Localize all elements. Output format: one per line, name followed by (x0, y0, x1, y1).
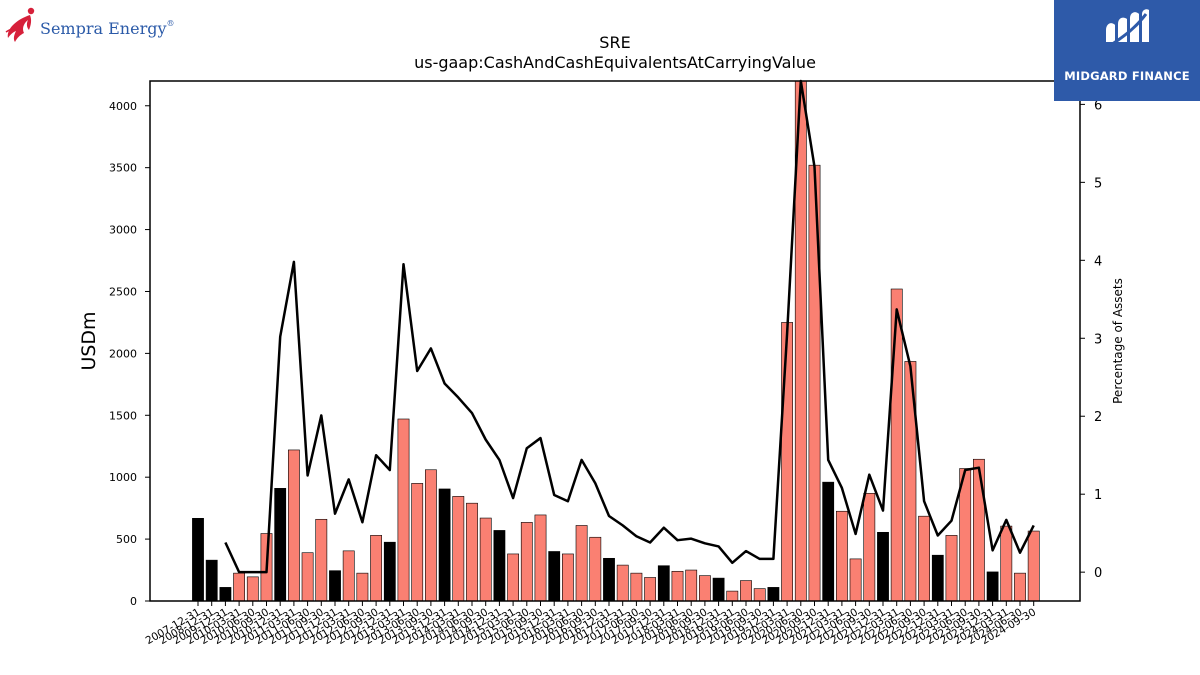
bar (603, 557, 615, 602)
y-tick-label: 3000 (109, 224, 137, 237)
bar (342, 550, 355, 602)
y2-tick-label: 0 (1094, 566, 1102, 581)
y2-tick-label: 6 (1094, 98, 1102, 113)
bar (1000, 525, 1013, 602)
line-layer (224, 79, 1035, 574)
bar (397, 418, 410, 602)
bar (877, 531, 889, 602)
bar (986, 571, 999, 602)
bar (520, 522, 533, 602)
bar (945, 535, 958, 602)
bar (781, 322, 793, 602)
midgard-logo-icon (1106, 9, 1149, 47)
bar (712, 577, 725, 602)
midgard-logo-text: MIDGARD FINANCE (1064, 69, 1190, 83)
y2-tick-label: 1 (1094, 488, 1102, 503)
bar (452, 496, 465, 602)
bar (575, 525, 588, 602)
bar (671, 570, 684, 602)
bar (616, 564, 629, 602)
y2-tick-label: 4 (1094, 254, 1102, 269)
y-tick-label: 500 (116, 533, 137, 546)
bar (424, 469, 437, 602)
y2-tick-label: 3 (1094, 332, 1102, 347)
bar (329, 570, 341, 602)
bar (822, 481, 835, 602)
y-axis-left: 0 500 1000 1500 2000 2500 3000 3500 4000 (109, 100, 150, 608)
series-line (224, 79, 1035, 574)
bar (356, 572, 369, 602)
x-axis: 2007-12-312008-12-312009-12-312010-03-31… (144, 601, 1038, 647)
y-tick-label: 2500 (109, 285, 137, 298)
sempra-logo-text: Sempra Energy® (40, 19, 175, 38)
bar (219, 587, 232, 602)
bar (589, 536, 602, 602)
bar (534, 514, 547, 602)
bar (685, 569, 698, 602)
bar (1027, 530, 1040, 602)
bar (753, 588, 766, 602)
bar (315, 518, 328, 602)
bar (890, 288, 903, 602)
y-axis-right: 0 1 2 3 4 5 6 (1080, 98, 1102, 581)
plot-frame (149, 80, 1081, 602)
bar (1014, 572, 1026, 602)
bar (274, 488, 287, 602)
chart-title: SRE (599, 33, 630, 52)
y-tick-label: 4000 (109, 100, 137, 113)
bar (287, 449, 300, 602)
bar (493, 530, 506, 602)
bar (849, 558, 862, 602)
bar (698, 575, 711, 602)
bar (726, 590, 739, 602)
bar (740, 580, 752, 602)
chart-subtitle: us-gaap:CashAndCashEquivalentsAtCarrying… (414, 53, 816, 72)
bar (630, 572, 643, 602)
bar (644, 577, 656, 602)
midgard-badge: MIDGARD FINANCE (1054, 0, 1200, 101)
bar (438, 488, 451, 602)
bar (246, 576, 259, 602)
bar (233, 572, 245, 602)
bar (411, 483, 424, 602)
bar (835, 510, 848, 602)
sempra-figure-icon (5, 7, 35, 42)
y-tick-label: 0 (130, 595, 137, 608)
bar (301, 552, 314, 602)
y-axis-label: USDm (78, 311, 100, 370)
sempra-logo: Sempra Energy® (4, 4, 194, 46)
y-tick-label: 1000 (109, 471, 137, 484)
y-tick-label: 1500 (109, 409, 137, 422)
y-tick-label: 3500 (109, 162, 137, 175)
bar (931, 554, 944, 602)
y2-tick-label: 2 (1094, 410, 1102, 425)
bar (192, 517, 204, 602)
bar (479, 517, 492, 602)
bar (370, 535, 382, 602)
bar (548, 551, 561, 602)
bar (205, 559, 218, 602)
bar (383, 541, 396, 602)
bar (466, 502, 478, 602)
bars-layer (192, 80, 1040, 602)
y2-axis-label: Percentage of Assets (1111, 278, 1125, 404)
bar (918, 515, 930, 602)
bar (863, 492, 876, 602)
y2-tick-label: 5 (1094, 176, 1102, 191)
bar (972, 458, 985, 602)
y-tick-label: 2000 (109, 347, 137, 360)
bar (507, 553, 519, 602)
bar (561, 553, 574, 602)
bar (767, 587, 780, 602)
bar (657, 565, 670, 602)
